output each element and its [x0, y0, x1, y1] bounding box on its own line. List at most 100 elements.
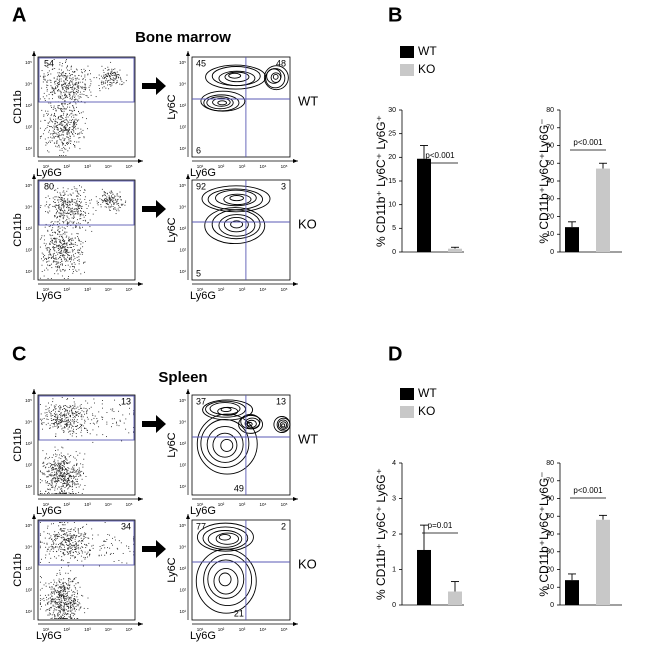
event-dot — [70, 617, 71, 618]
event-dot — [51, 121, 52, 122]
event-dot — [61, 70, 62, 71]
event-dot — [64, 75, 65, 76]
event-dot — [53, 599, 54, 600]
event-dot — [63, 537, 64, 538]
event-dot — [84, 89, 85, 90]
event-dot — [70, 113, 71, 114]
event-dot — [65, 493, 66, 494]
event-dot — [59, 239, 60, 240]
event-dot — [64, 130, 65, 131]
event-dot — [56, 238, 57, 239]
event-dot — [59, 595, 60, 596]
event-dot — [40, 239, 41, 240]
event-dot — [87, 410, 88, 411]
event-dot — [47, 80, 48, 81]
event-dot — [83, 416, 84, 417]
quadrant-percent: 5 — [196, 268, 201, 278]
event-dot — [78, 95, 79, 96]
event-dot — [81, 435, 82, 436]
event-dot — [80, 248, 81, 249]
event-dot — [56, 252, 57, 253]
event-dot — [67, 85, 68, 86]
event-dot — [48, 152, 49, 153]
event-dot — [55, 419, 56, 420]
event-dot — [116, 210, 117, 211]
event-dot — [63, 406, 64, 407]
event-dot — [54, 106, 55, 107]
event-dot — [68, 195, 69, 196]
event-dot — [75, 549, 76, 550]
event-dot — [62, 456, 63, 457]
event-dot — [79, 137, 80, 138]
event-dot — [61, 209, 62, 210]
event-dot — [91, 199, 92, 200]
event-dot — [63, 147, 64, 148]
event-dot — [63, 455, 64, 456]
event-dot — [64, 148, 65, 149]
event-dot — [72, 483, 73, 484]
event-dot — [67, 592, 68, 593]
event-dot — [69, 258, 70, 259]
event-dot — [66, 492, 67, 493]
event-dot — [81, 252, 82, 253]
event-dot — [74, 186, 75, 187]
event-dot — [78, 196, 79, 197]
event-dot — [105, 77, 106, 78]
event-dot — [53, 119, 54, 120]
event-dot — [52, 469, 53, 470]
bar — [596, 169, 610, 252]
event-dot — [47, 549, 48, 550]
event-dot — [62, 492, 63, 493]
event-dot — [69, 616, 70, 617]
event-dot — [65, 261, 66, 262]
event-dot — [73, 465, 74, 466]
bar — [448, 592, 462, 605]
event-dot — [73, 132, 74, 133]
event-dot — [48, 601, 49, 602]
event-dot — [74, 256, 75, 257]
event-dot — [110, 554, 111, 555]
flow-tick-label: 10³ — [84, 627, 91, 632]
event-dot — [42, 424, 43, 425]
event-dot — [106, 424, 107, 425]
event-dot — [62, 103, 63, 104]
event-dot — [50, 607, 51, 608]
event-dot — [55, 598, 56, 599]
event-dot — [65, 476, 66, 477]
event-dot — [44, 473, 45, 474]
event-dot — [84, 608, 85, 609]
event-dot — [56, 414, 57, 415]
event-dot — [73, 127, 74, 128]
event-dot — [112, 199, 113, 200]
event-dot — [85, 421, 86, 422]
event-dot — [56, 422, 57, 423]
event-dot — [72, 84, 73, 85]
event-dot — [62, 265, 63, 266]
plot-frame — [38, 520, 135, 620]
event-dot — [46, 597, 47, 598]
event-dot — [61, 84, 62, 85]
event-dot — [54, 614, 55, 615]
event-dot — [67, 613, 68, 614]
event-dot — [70, 538, 71, 539]
event-dot — [67, 595, 68, 596]
event-dot — [65, 220, 66, 221]
event-dot — [54, 190, 55, 191]
event-dot — [50, 80, 51, 81]
event-dot — [55, 116, 56, 117]
event-dot — [81, 72, 82, 73]
event-dot — [58, 612, 59, 613]
event-dot — [59, 220, 60, 221]
event-dot — [73, 117, 74, 118]
event-dot — [59, 155, 60, 156]
event-dot — [111, 79, 112, 80]
quadrant-percent: 45 — [196, 58, 206, 68]
event-dot — [88, 222, 89, 223]
event-dot — [50, 413, 51, 414]
event-dot — [81, 534, 82, 535]
event-dot — [61, 605, 62, 606]
event-dot — [60, 472, 61, 473]
event-dot — [70, 424, 71, 425]
event-dot — [67, 598, 68, 599]
event-dot — [67, 606, 68, 607]
